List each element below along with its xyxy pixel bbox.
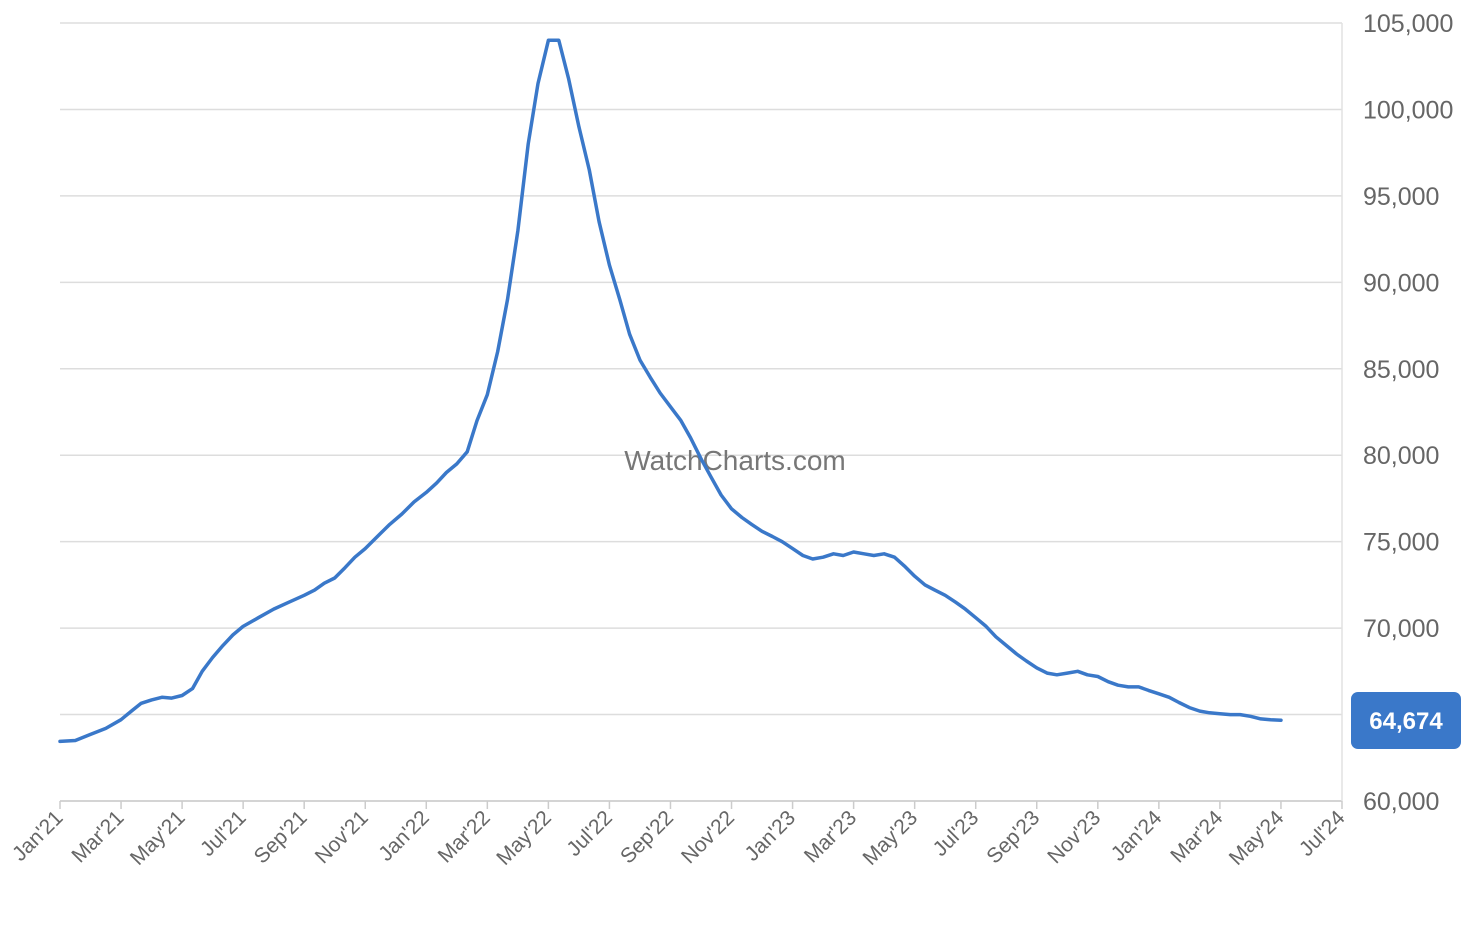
x-tick-label: Nov'22 [677,806,739,868]
x-tick-label: May'24 [1225,806,1289,870]
x-tick-label: Jan'21 [8,806,68,866]
y-tick-label: 75,000 [1363,529,1439,557]
x-tick-label: Jan'23 [741,806,801,866]
last-price-value: 64,674 [1369,708,1443,735]
x-tick-label: Jul'24 [1295,806,1350,861]
y-tick-label: 80,000 [1363,442,1439,470]
x-tick-label: Jul'21 [196,806,251,861]
y-tick-label: 95,000 [1363,183,1439,211]
x-tick-label: Sep'22 [616,806,678,868]
x-tick-label: Mar'24 [1166,806,1227,867]
x-tick-label: Sep'21 [250,806,312,868]
x-tick-label: Jul'23 [929,806,984,861]
x-tick-label: Nov'21 [311,806,373,868]
y-tick-label: 60,000 [1363,788,1439,816]
x-tick-label: Nov'23 [1043,806,1105,868]
axes [60,23,1343,802]
x-tick-label: Jan'22 [374,806,434,866]
watermark: WatchCharts.com [624,445,845,476]
x-tick-label: Mar'21 [67,806,128,867]
x-tick-label: Jul'22 [562,806,617,861]
x-tick-label: May'22 [492,806,556,870]
x-tick-label: May'21 [126,806,190,870]
x-tick-label: Mar'23 [800,806,861,867]
last-price-badge [1351,692,1461,749]
y-tick-label: 105,000 [1363,10,1453,38]
last-price-tag: 64,674 [1351,692,1461,749]
grid-lines [60,22,1342,802]
price-line [58,38,1283,744]
y-tick-label: 100,000 [1363,96,1453,124]
x-tick-label: May'23 [859,806,923,870]
x-tick-label: Mar'22 [434,806,495,867]
y-tick-label: 85,000 [1363,356,1439,384]
y-tick-label: 90,000 [1363,269,1439,297]
x-tick-label: Sep'23 [982,806,1044,868]
y-tick-label: 70,000 [1363,615,1439,643]
x-tick-label: Jan'24 [1107,806,1167,866]
series-layer [58,38,1283,744]
